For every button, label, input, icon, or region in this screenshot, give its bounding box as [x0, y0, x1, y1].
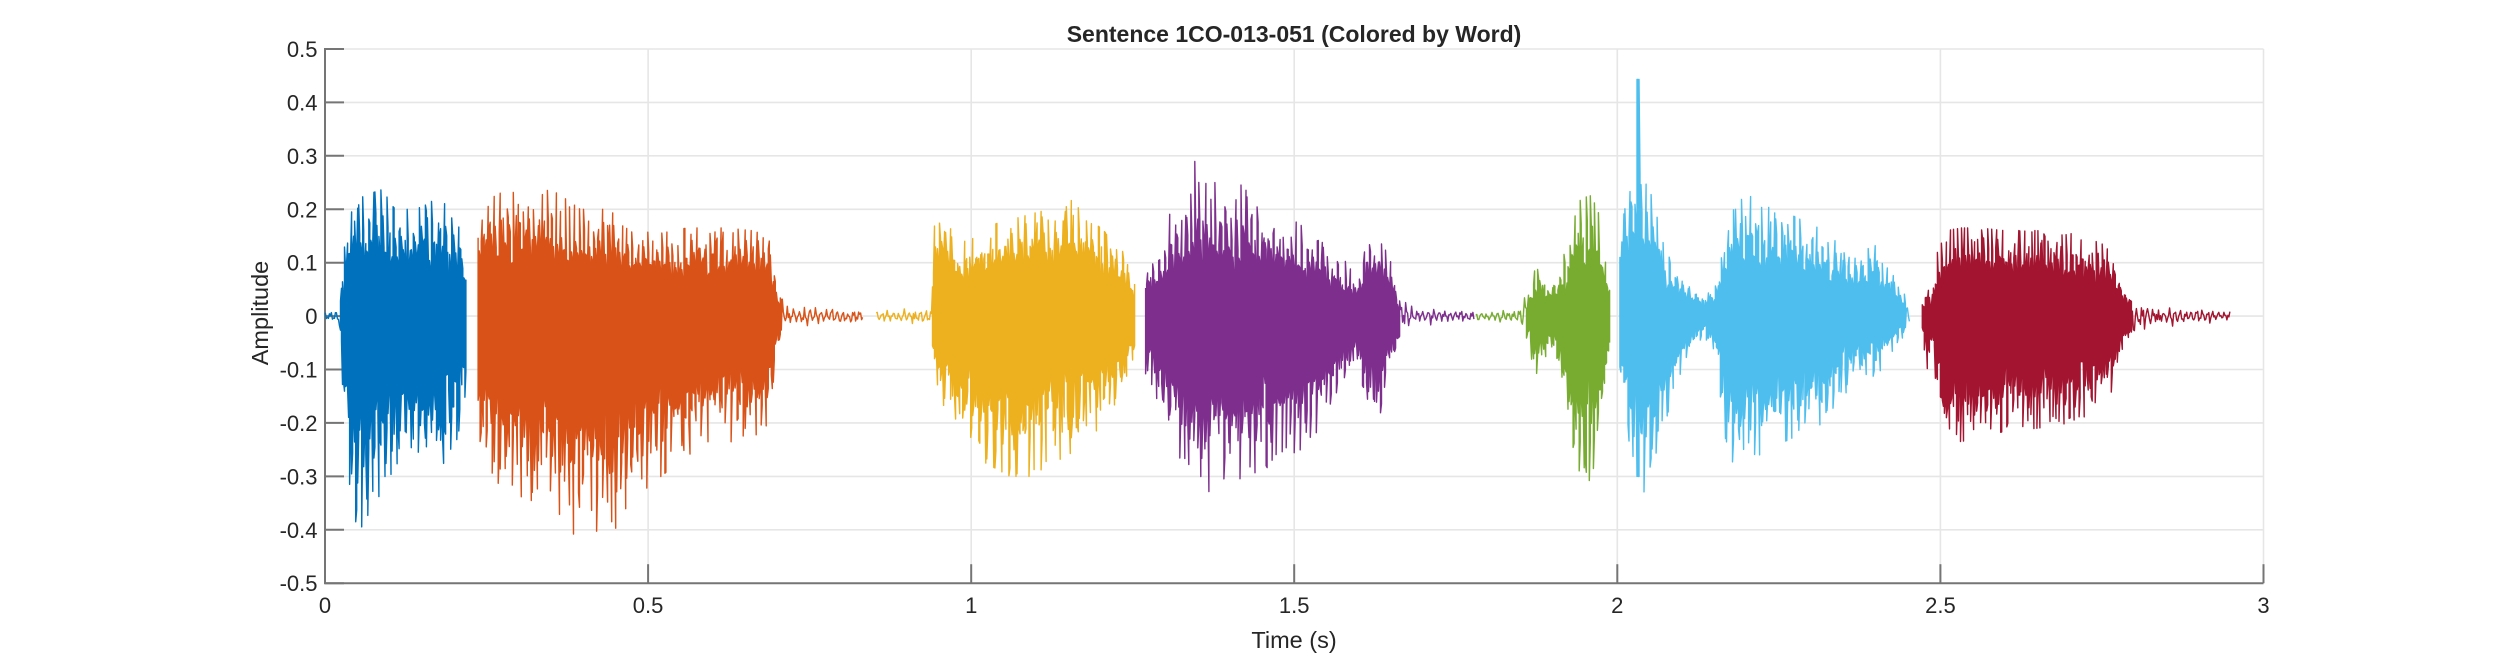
svg-text:0.2: 0.2	[287, 197, 318, 222]
svg-text:-0.2: -0.2	[280, 411, 318, 436]
svg-text:0.3: 0.3	[287, 144, 318, 169]
svg-text:0: 0	[319, 593, 331, 618]
svg-text:Amplitude: Amplitude	[247, 261, 273, 366]
svg-text:-0.4: -0.4	[280, 518, 318, 543]
svg-text:-0.3: -0.3	[280, 464, 318, 489]
svg-text:1.5: 1.5	[1279, 593, 1310, 618]
svg-text:2: 2	[1611, 593, 1623, 618]
svg-text:Time (s): Time (s)	[1251, 627, 1336, 653]
svg-text:3: 3	[2257, 593, 2269, 618]
svg-text:0.5: 0.5	[633, 593, 664, 618]
svg-text:-0.1: -0.1	[280, 358, 318, 383]
svg-text:-0.5: -0.5	[280, 571, 318, 596]
svg-text:0: 0	[305, 304, 317, 329]
svg-text:0.5: 0.5	[287, 37, 318, 62]
svg-text:1: 1	[965, 593, 977, 618]
svg-text:2.5: 2.5	[1925, 593, 1956, 618]
svg-text:Sentence 1CO-013-051 (Colored: Sentence 1CO-013-051 (Colored by Word)	[1067, 21, 1522, 47]
svg-text:0.4: 0.4	[287, 90, 318, 115]
svg-text:0.1: 0.1	[287, 251, 318, 276]
